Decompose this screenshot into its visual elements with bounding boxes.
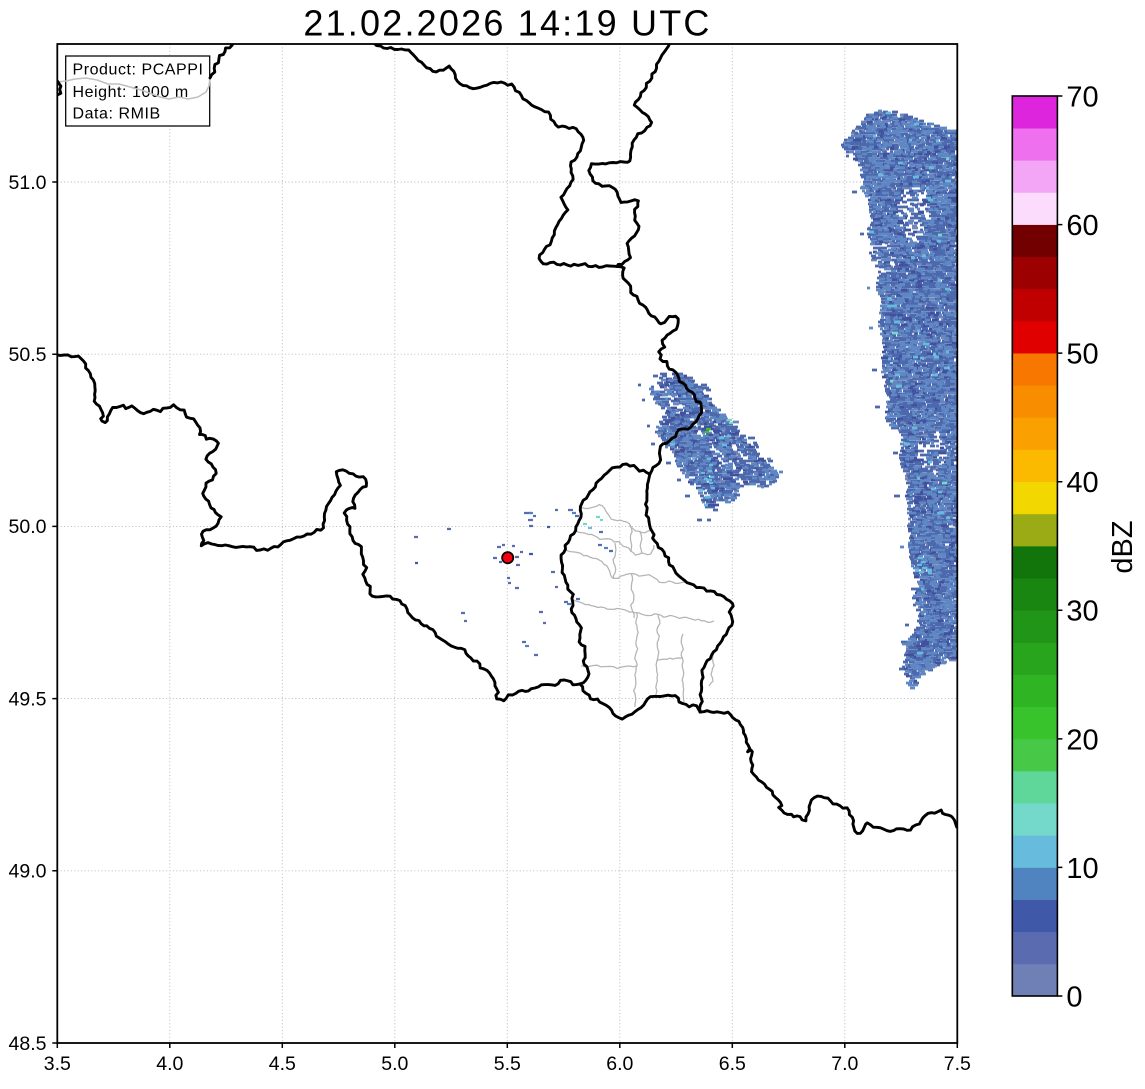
svg-text:10: 10 [1066,853,1098,885]
svg-text:48.5: 48.5 [9,1033,47,1055]
svg-text:21.02.2026 14:19 UTC: 21.02.2026 14:19 UTC [303,3,711,44]
svg-text:30: 30 [1066,596,1098,628]
svg-text:49.0: 49.0 [9,861,47,883]
svg-text:50.5: 50.5 [9,344,47,366]
svg-text:20: 20 [1066,724,1098,756]
svg-text:50: 50 [1066,339,1098,371]
svg-text:49.5: 49.5 [9,688,47,710]
svg-text:6.0: 6.0 [606,1053,633,1075]
svg-text:7.0: 7.0 [831,1053,858,1075]
svg-text:Product: PCAPPI: Product: PCAPPI [73,62,204,79]
svg-text:4.5: 4.5 [269,1053,296,1075]
svg-text:60: 60 [1066,210,1098,242]
svg-text:40: 40 [1066,467,1098,499]
svg-text:Data: RMIB: Data: RMIB [73,106,161,123]
svg-text:51.0: 51.0 [9,172,47,194]
svg-text:6.5: 6.5 [719,1053,746,1075]
svg-text:70: 70 [1066,81,1098,113]
svg-text:7.5: 7.5 [944,1053,971,1075]
svg-text:4.0: 4.0 [156,1053,183,1075]
svg-text:50.0: 50.0 [9,516,47,538]
svg-text:0: 0 [1066,981,1082,1013]
svg-text:dBZ: dBZ [1107,520,1139,573]
svg-text:5.0: 5.0 [381,1053,408,1075]
svg-text:5.5: 5.5 [494,1053,521,1075]
svg-text:3.5: 3.5 [44,1053,71,1075]
